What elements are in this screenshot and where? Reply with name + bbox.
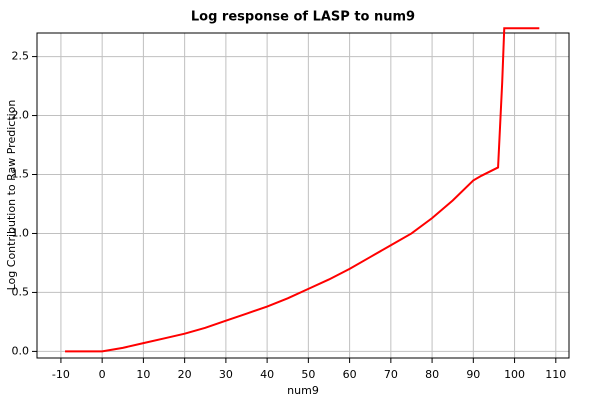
x-axis-label: num9 [287,384,319,397]
x-tick-label: 10 [136,368,150,381]
x-tick-label: 90 [466,368,480,381]
x-tick-label: -10 [52,368,70,381]
x-tick-label: 100 [504,368,525,381]
chart-title: Log response of LASP to num9 [191,10,415,25]
data-line [65,27,540,353]
x-tick-label: 70 [384,368,398,381]
y-tick-label: 2.0 [12,109,30,122]
x-tick-label: 30 [219,368,233,381]
y-axis-label: Log Contribution to Raw Prediction [5,100,18,291]
x-tick-label: 0 [99,368,106,381]
y-tick-label: 1.5 [12,168,30,181]
y-tick-label: 2.5 [12,50,30,63]
x-tick-label: 110 [545,368,566,381]
x-tick-label: 60 [343,368,357,381]
plot-frame [36,32,570,359]
x-tick-label: 20 [178,368,192,381]
y-tick-label: 0.5 [12,285,30,298]
x-tick-label: 80 [425,368,439,381]
y-tick-label: 0.0 [12,344,30,357]
x-tick-label: 40 [260,368,274,381]
y-tick-label: 1.0 [12,226,30,239]
x-tick-label: 50 [301,368,315,381]
